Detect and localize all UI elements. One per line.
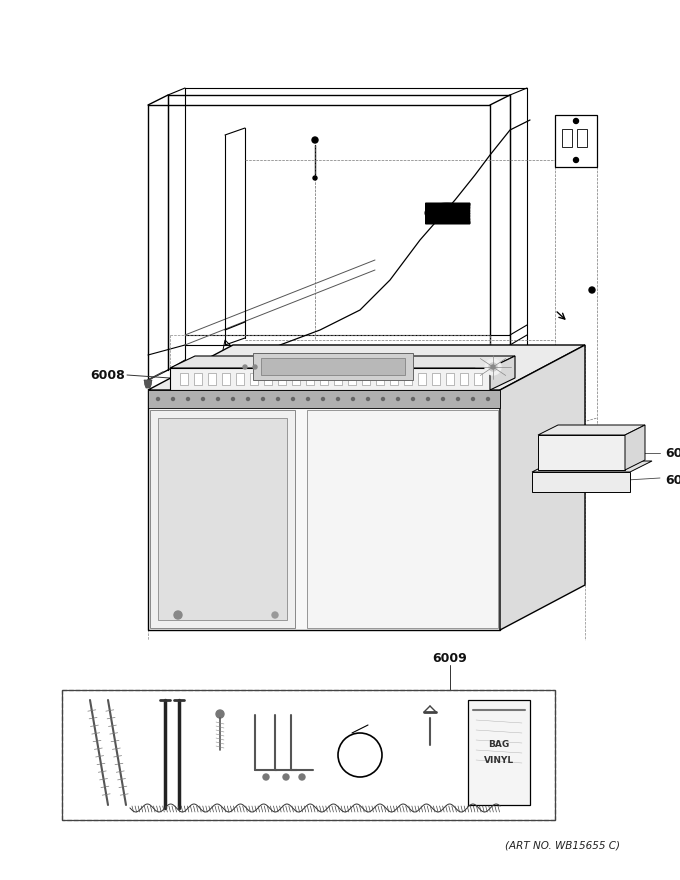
- Circle shape: [216, 398, 220, 400]
- Polygon shape: [170, 356, 515, 368]
- Circle shape: [573, 119, 579, 123]
- Text: VINYL: VINYL: [484, 756, 514, 765]
- Circle shape: [171, 398, 175, 400]
- Polygon shape: [253, 353, 413, 380]
- Polygon shape: [418, 373, 426, 385]
- Polygon shape: [334, 373, 342, 385]
- Circle shape: [367, 398, 369, 400]
- Circle shape: [243, 365, 247, 369]
- Circle shape: [381, 398, 384, 400]
- Circle shape: [485, 359, 501, 375]
- Polygon shape: [307, 410, 498, 628]
- Polygon shape: [194, 373, 202, 385]
- Polygon shape: [170, 368, 490, 390]
- Text: 6009: 6009: [432, 652, 467, 665]
- Polygon shape: [306, 373, 314, 385]
- Polygon shape: [376, 373, 384, 385]
- Polygon shape: [538, 435, 625, 470]
- Circle shape: [471, 398, 475, 400]
- Circle shape: [231, 398, 235, 400]
- Polygon shape: [362, 373, 370, 385]
- Polygon shape: [250, 373, 258, 385]
- Polygon shape: [148, 390, 500, 408]
- Circle shape: [312, 137, 318, 143]
- Polygon shape: [538, 425, 645, 435]
- Circle shape: [283, 774, 289, 780]
- Text: BAG: BAG: [488, 739, 509, 749]
- Polygon shape: [562, 129, 572, 147]
- Circle shape: [145, 381, 151, 387]
- Circle shape: [186, 398, 190, 400]
- Circle shape: [337, 398, 339, 400]
- Circle shape: [313, 176, 317, 180]
- Polygon shape: [62, 690, 555, 820]
- Polygon shape: [292, 373, 300, 385]
- Circle shape: [426, 398, 430, 400]
- Polygon shape: [625, 425, 645, 470]
- Polygon shape: [555, 115, 597, 167]
- Circle shape: [411, 398, 415, 400]
- Polygon shape: [390, 373, 398, 385]
- Polygon shape: [532, 472, 630, 492]
- Circle shape: [307, 398, 309, 400]
- Polygon shape: [150, 410, 295, 628]
- Text: 6008: 6008: [90, 369, 125, 382]
- Polygon shape: [148, 345, 585, 390]
- Circle shape: [262, 398, 265, 400]
- Polygon shape: [144, 380, 152, 388]
- Polygon shape: [468, 700, 530, 805]
- Polygon shape: [236, 373, 244, 385]
- Circle shape: [441, 398, 445, 400]
- Polygon shape: [180, 373, 188, 385]
- Circle shape: [174, 611, 182, 619]
- Polygon shape: [261, 358, 405, 375]
- Circle shape: [573, 158, 579, 163]
- Circle shape: [489, 363, 497, 371]
- Polygon shape: [500, 345, 585, 630]
- Polygon shape: [264, 373, 272, 385]
- Circle shape: [272, 612, 278, 618]
- Polygon shape: [348, 373, 356, 385]
- Polygon shape: [158, 418, 287, 620]
- Polygon shape: [278, 373, 286, 385]
- Polygon shape: [577, 129, 587, 147]
- Polygon shape: [320, 373, 328, 385]
- Polygon shape: [474, 373, 482, 385]
- Circle shape: [216, 710, 224, 718]
- Circle shape: [292, 398, 294, 400]
- Text: (ART NO. WB15655 C): (ART NO. WB15655 C): [505, 840, 620, 850]
- Circle shape: [156, 398, 160, 400]
- Polygon shape: [532, 461, 652, 472]
- Circle shape: [491, 365, 495, 369]
- Circle shape: [456, 398, 460, 400]
- Circle shape: [352, 398, 354, 400]
- Circle shape: [277, 398, 279, 400]
- Circle shape: [589, 287, 595, 293]
- Polygon shape: [148, 390, 500, 630]
- Circle shape: [246, 398, 250, 400]
- Circle shape: [201, 398, 205, 400]
- Circle shape: [322, 398, 324, 400]
- Polygon shape: [432, 373, 440, 385]
- Circle shape: [253, 365, 257, 369]
- Text: 6011: 6011: [665, 446, 680, 459]
- Circle shape: [396, 398, 400, 400]
- Text: 6010: 6010: [665, 473, 680, 487]
- Polygon shape: [208, 373, 216, 385]
- Polygon shape: [460, 373, 468, 385]
- Polygon shape: [446, 373, 454, 385]
- Polygon shape: [404, 373, 412, 385]
- Circle shape: [263, 774, 269, 780]
- Circle shape: [299, 774, 305, 780]
- Circle shape: [486, 398, 490, 400]
- Polygon shape: [490, 356, 515, 390]
- Polygon shape: [222, 373, 230, 385]
